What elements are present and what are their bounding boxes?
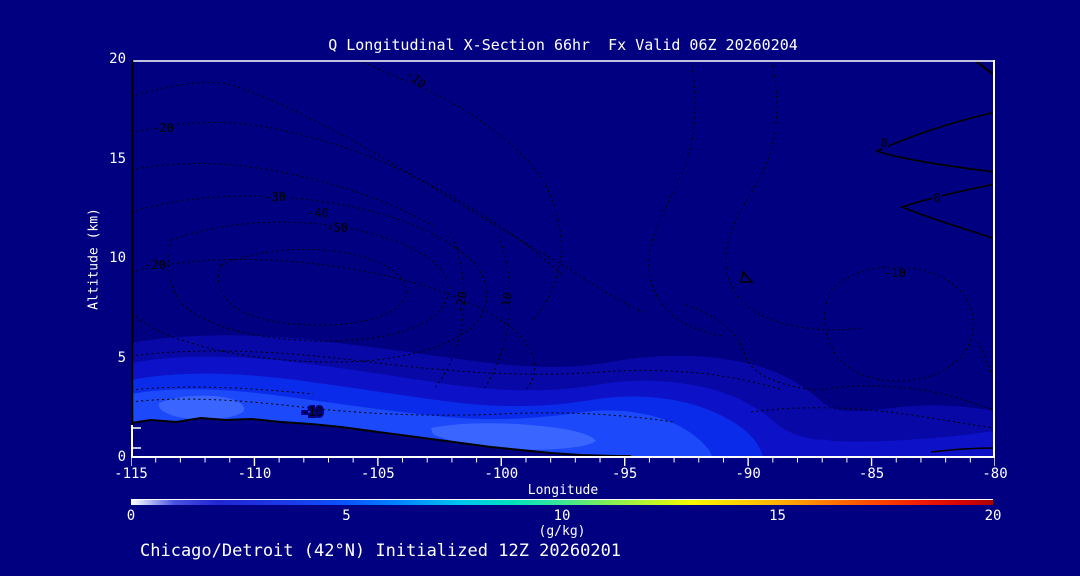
y-tick-label: 20 (109, 51, 126, 67)
contour-label: -40 (307, 206, 329, 220)
contour-line (820, 385, 995, 411)
contour-label: -10 (301, 405, 323, 419)
y-axis-minor-ticks (133, 427, 141, 449)
contour-line (648, 60, 724, 337)
contour-label: -20 (144, 258, 166, 272)
colorbar-tick-label: 20 (984, 508, 1002, 524)
contour-line (750, 407, 995, 429)
contour-label: -20 (152, 121, 174, 135)
colorbar-tick-label: 5 (342, 508, 351, 524)
contour-line (131, 398, 674, 423)
contour-line (685, 304, 817, 391)
plot-title: Q Longitudinal X-Section 66hr Fx Valid 0… (328, 36, 798, 54)
zero-contour-wedge-2 (899, 183, 995, 240)
colorbar-unit-label: (g/kg) (538, 524, 586, 539)
contour-line (131, 258, 536, 391)
colorbar-tick-label: 15 (769, 508, 786, 524)
plot-frame (131, 60, 995, 458)
x-tick-label: -105 (360, 466, 395, 482)
contour-label: -30 (264, 190, 286, 204)
humidity-band-5-core-west (158, 395, 245, 420)
contour-triangle-mark (740, 270, 754, 283)
x-tick-label: -85 (858, 466, 885, 482)
contour-label: -10 (497, 291, 515, 315)
x-axis-title: Longitude (527, 483, 599, 498)
colorbar-tick-label: 0 (126, 508, 136, 524)
contour-label: -10 (884, 266, 906, 280)
contour-line (432, 231, 465, 391)
x-tick-label: -80 (982, 466, 1008, 482)
temperature-contours-dashed (131, 60, 995, 429)
contour-label: 0 (933, 191, 940, 205)
colorbar-tick-label: 10 (553, 508, 571, 524)
terrain-line (131, 416, 631, 457)
zero-contour-wedge-1 (874, 111, 995, 173)
zero-contours-solid (740, 60, 995, 283)
colorbar (131, 499, 993, 505)
terrain-line-east (930, 447, 995, 453)
contour-line (131, 195, 488, 363)
contour-line (131, 386, 314, 395)
contour-line (483, 235, 511, 390)
contour-line (358, 60, 562, 323)
x-tick-label: -115 (114, 466, 148, 482)
contour-line (131, 162, 434, 227)
x-tick-label: -110 (237, 466, 272, 482)
contour-line (131, 81, 644, 313)
x-tick-label: -95 (612, 466, 638, 482)
humidity-band-5-core-central (431, 423, 596, 450)
x-tick-label: -90 (735, 466, 761, 482)
humidity-band-2-patch (805, 439, 837, 450)
y-tick-label: 10 (109, 250, 126, 266)
y-tick-label: 0 (117, 449, 126, 465)
x-tick-label: -100 (484, 466, 519, 482)
contour-label: 0 (880, 136, 887, 150)
contour-line (824, 266, 974, 382)
y-tick-label: 5 (117, 349, 126, 366)
caption: Chicago/Detroit (42°N) Initialized 12Z 2… (140, 541, 622, 561)
contour-label: -20 (452, 290, 470, 314)
y-tick-label: 15 (109, 150, 126, 167)
contour-line (168, 221, 449, 342)
contour-fragment-corner (975, 60, 995, 76)
contour-label: -50 (326, 221, 348, 235)
contour-line (217, 248, 407, 326)
